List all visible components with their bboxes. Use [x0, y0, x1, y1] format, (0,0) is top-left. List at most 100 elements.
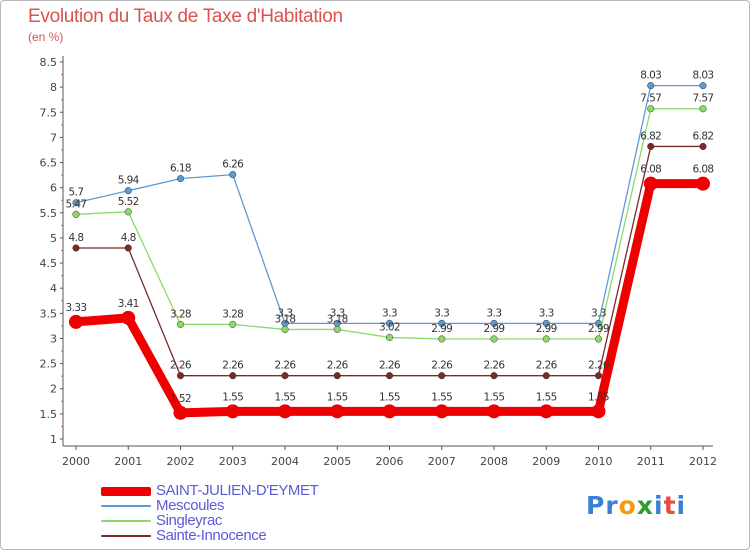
legend-item: SAINT-JULIEN-D'EYMET	[101, 482, 341, 499]
data-label: 3.18	[327, 313, 348, 325]
data-label: 4.8	[121, 232, 136, 244]
y-tick-label: 8	[50, 81, 57, 94]
data-point	[124, 244, 132, 252]
data-point	[229, 171, 237, 179]
data-point	[72, 199, 80, 207]
series-line	[75, 84, 704, 325]
y-tick-label: 3.5	[40, 307, 58, 320]
data-point	[647, 105, 655, 113]
data-label: 3.3	[539, 307, 554, 319]
data-point	[385, 372, 394, 380]
data-point	[72, 210, 80, 218]
data-point	[229, 320, 237, 328]
data-label: 2.26	[431, 360, 453, 372]
data-point	[173, 405, 188, 420]
data-point	[487, 404, 501, 419]
legend-label: Mescoules	[156, 497, 225, 514]
y-tick-label: 6	[50, 182, 57, 195]
data-label: 3.3	[591, 307, 606, 319]
data-point	[281, 372, 289, 380]
data-label: 3.28	[222, 308, 243, 320]
data-point	[490, 335, 498, 343]
legend-swatch	[101, 520, 151, 522]
data-label: 7.57	[693, 93, 714, 105]
data-label: 3.02	[379, 321, 400, 333]
data-label: 1.52	[170, 393, 191, 405]
data-label: 2.26	[222, 360, 244, 372]
data-label: 3.41	[118, 298, 139, 310]
data-point	[385, 333, 394, 342]
legend-label: Sainte-Innocence	[156, 527, 267, 544]
data-label: 1.55	[327, 391, 348, 403]
x-tick-label: 2004	[271, 455, 299, 468]
data-label: 7.57	[640, 93, 661, 105]
x-tick-label: 2010	[585, 455, 613, 468]
data-point	[591, 404, 606, 419]
x-tick-label: 2005	[323, 455, 351, 468]
data-point	[647, 142, 655, 150]
data-point	[699, 142, 707, 150]
data-point	[490, 372, 498, 380]
data-label: 2.26	[275, 360, 297, 372]
logo-letter: i	[676, 491, 687, 520]
data-label: 2.26	[536, 360, 558, 372]
data-point	[229, 372, 237, 380]
data-label: 6.18	[170, 163, 191, 175]
y-tick-label: 1.5	[40, 408, 58, 421]
data-label: 3.18	[275, 313, 296, 325]
x-tick-label: 2012	[689, 455, 717, 468]
data-point	[490, 319, 498, 327]
logo-letter: t	[663, 491, 677, 520]
y-tick-label: 5.5	[40, 207, 58, 220]
y-tick-label: 3	[50, 332, 57, 345]
data-label: 6.26	[222, 159, 244, 171]
data-point	[542, 335, 550, 343]
data-point	[539, 404, 554, 419]
data-point	[176, 175, 185, 183]
data-label: 3.3	[278, 307, 293, 319]
data-point	[385, 319, 394, 327]
data-point	[69, 314, 83, 329]
data-label: 8.03	[693, 70, 714, 82]
data-point	[124, 208, 132, 216]
series-line	[75, 108, 704, 340]
data-label: 1.55	[484, 391, 505, 403]
data-label: 1.55	[222, 391, 243, 403]
x-tick-label: 2011	[637, 455, 665, 468]
x-tick-label: 2007	[428, 455, 456, 468]
data-label: 3.3	[330, 307, 345, 319]
data-label: 2.99	[588, 323, 609, 335]
data-point	[278, 404, 292, 419]
data-point	[594, 335, 603, 343]
data-label: 2.99	[431, 323, 452, 335]
data-label: 6.82	[640, 130, 661, 142]
y-tick-label: 7.5	[40, 106, 58, 119]
legend-item: Singleyrac	[101, 512, 341, 529]
data-label: 1.55	[275, 391, 296, 403]
data-label: 3.3	[434, 307, 449, 319]
legend-item: Sainte-Innocence	[101, 527, 341, 544]
data-label: 3.3	[487, 307, 502, 319]
logo-letter: P	[586, 491, 606, 520]
legend-label: Singleyrac	[156, 512, 223, 529]
data-point	[643, 176, 658, 191]
data-label: 2.26	[170, 360, 192, 372]
x-tick-label: 2003	[219, 455, 247, 468]
legend-label: SAINT-JULIEN-D'EYMET	[156, 482, 319, 499]
data-label: 2.26	[588, 360, 610, 372]
data-label: 2.26	[484, 360, 506, 372]
data-point	[438, 335, 446, 343]
unit-label: (en %)	[28, 30, 64, 44]
data-point	[333, 325, 341, 333]
data-label: 1.55	[588, 391, 609, 403]
y-tick-label: 2	[50, 383, 57, 396]
logo-letter: o	[618, 491, 637, 520]
legend-swatch	[101, 486, 151, 496]
data-point	[696, 176, 710, 191]
data-point	[699, 82, 707, 90]
data-label: 3.33	[66, 302, 87, 314]
data-point	[330, 404, 345, 419]
x-tick-label: 2002	[167, 455, 195, 468]
